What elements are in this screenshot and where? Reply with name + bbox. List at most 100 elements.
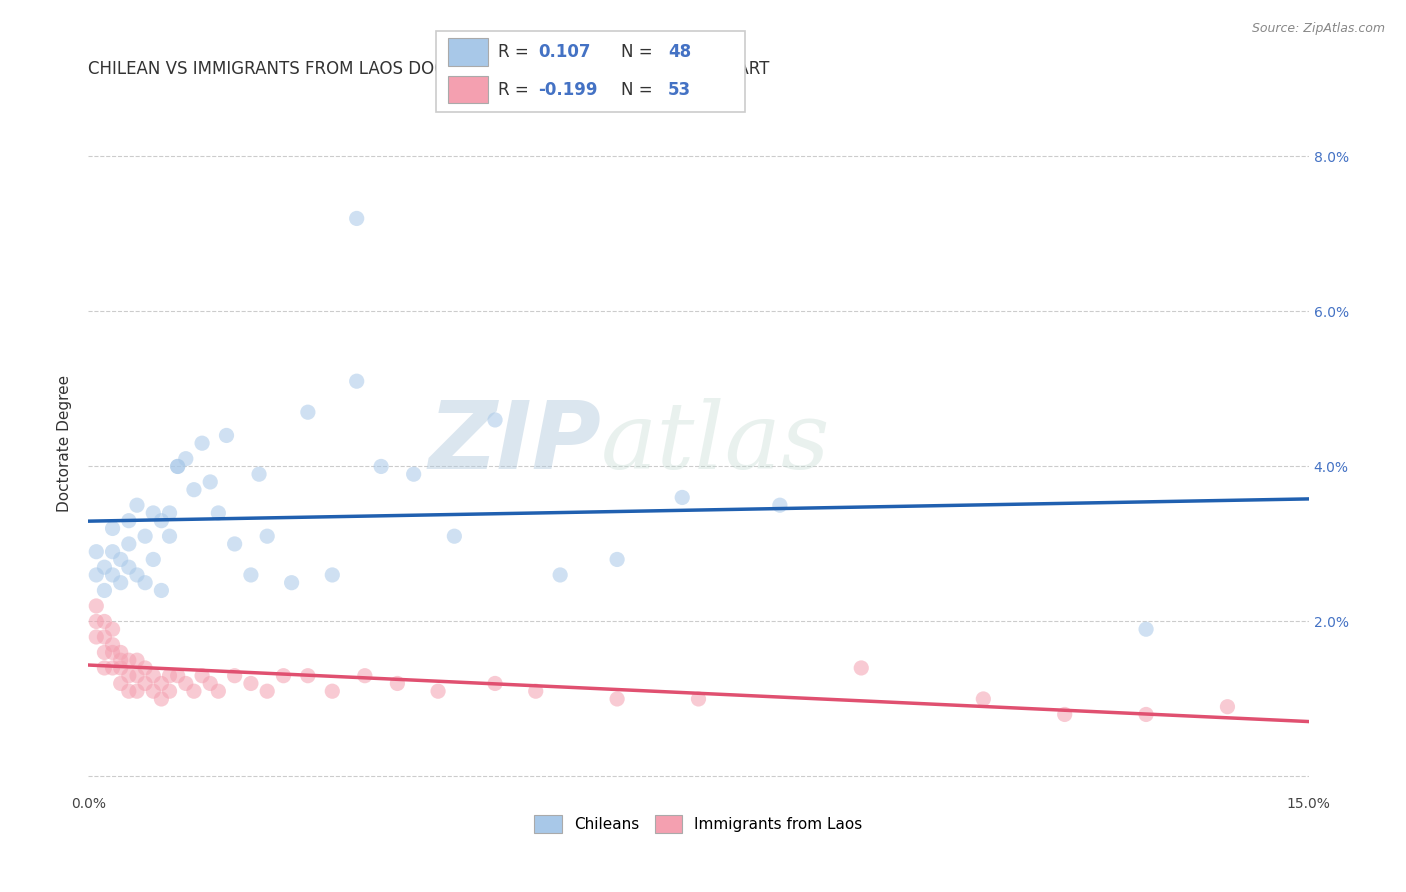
- Point: [93, 560, 115, 574]
- Point: [93, 615, 115, 629]
- Point: [93, 645, 115, 659]
- Text: 53: 53: [668, 81, 690, 99]
- Point: [118, 514, 141, 528]
- Point: [118, 537, 141, 551]
- Text: R =: R =: [498, 81, 534, 99]
- Point: [142, 506, 165, 520]
- Point: [159, 684, 181, 698]
- Point: [84, 599, 107, 613]
- Point: [297, 405, 319, 419]
- Point: [159, 506, 181, 520]
- Point: [402, 467, 425, 482]
- Point: [134, 676, 156, 690]
- Point: [142, 552, 165, 566]
- Point: [84, 544, 107, 558]
- FancyBboxPatch shape: [449, 76, 488, 103]
- Point: [101, 645, 124, 659]
- Text: R =: R =: [498, 43, 534, 61]
- Point: [224, 537, 246, 551]
- Text: 0.107: 0.107: [538, 43, 591, 61]
- Point: [387, 676, 409, 690]
- Point: [215, 428, 238, 442]
- Point: [370, 459, 392, 474]
- Point: [150, 583, 173, 598]
- Point: [125, 568, 148, 582]
- Point: [159, 529, 181, 543]
- Point: [207, 506, 229, 520]
- Point: [1135, 622, 1157, 636]
- Text: CHILEAN VS IMMIGRANTS FROM LAOS DOCTORATE DEGREE CORRELATION CHART: CHILEAN VS IMMIGRANTS FROM LAOS DOCTORAT…: [89, 60, 769, 78]
- Point: [191, 669, 214, 683]
- Y-axis label: Doctorate Degree: Doctorate Degree: [58, 375, 72, 512]
- Point: [134, 529, 156, 543]
- Point: [93, 630, 115, 644]
- Point: [110, 661, 132, 675]
- Point: [125, 653, 148, 667]
- Point: [101, 622, 124, 636]
- Point: [769, 498, 792, 512]
- Point: [1053, 707, 1076, 722]
- Point: [110, 575, 132, 590]
- Point: [101, 568, 124, 582]
- Point: [93, 583, 115, 598]
- Point: [183, 483, 205, 497]
- Point: [134, 661, 156, 675]
- Point: [484, 676, 506, 690]
- Point: [166, 459, 188, 474]
- Point: [166, 669, 188, 683]
- Point: [110, 645, 132, 659]
- Text: ZIP: ZIP: [427, 397, 600, 489]
- Point: [256, 529, 278, 543]
- Point: [118, 653, 141, 667]
- Point: [93, 661, 115, 675]
- FancyBboxPatch shape: [436, 31, 745, 112]
- Text: Source: ZipAtlas.com: Source: ZipAtlas.com: [1251, 22, 1385, 36]
- Point: [142, 684, 165, 698]
- Point: [346, 211, 368, 226]
- Text: atlas: atlas: [600, 398, 831, 488]
- FancyBboxPatch shape: [449, 38, 488, 66]
- Point: [346, 374, 368, 388]
- Point: [183, 684, 205, 698]
- Point: [150, 692, 173, 706]
- Point: [548, 568, 571, 582]
- Point: [125, 669, 148, 683]
- Point: [671, 491, 693, 505]
- Text: -0.199: -0.199: [538, 81, 598, 99]
- Point: [321, 684, 343, 698]
- Point: [972, 692, 994, 706]
- Point: [101, 638, 124, 652]
- Point: [239, 568, 262, 582]
- Point: [101, 661, 124, 675]
- Point: [1135, 707, 1157, 722]
- Text: N =: N =: [621, 81, 658, 99]
- Point: [256, 684, 278, 698]
- Text: N =: N =: [621, 43, 658, 61]
- Point: [247, 467, 270, 482]
- Point: [353, 669, 375, 683]
- Point: [524, 684, 547, 698]
- Point: [200, 676, 222, 690]
- Point: [1216, 699, 1239, 714]
- Point: [321, 568, 343, 582]
- Point: [84, 630, 107, 644]
- Point: [851, 661, 873, 675]
- Point: [101, 544, 124, 558]
- Point: [688, 692, 710, 706]
- Point: [150, 514, 173, 528]
- Point: [142, 669, 165, 683]
- Point: [297, 669, 319, 683]
- Point: [224, 669, 246, 683]
- Point: [166, 459, 188, 474]
- Point: [125, 684, 148, 698]
- Point: [606, 552, 628, 566]
- Point: [134, 575, 156, 590]
- Point: [200, 475, 222, 489]
- Point: [174, 451, 197, 466]
- Point: [174, 676, 197, 690]
- Text: 48: 48: [668, 43, 690, 61]
- Point: [110, 552, 132, 566]
- Point: [207, 684, 229, 698]
- Point: [150, 676, 173, 690]
- Point: [101, 521, 124, 535]
